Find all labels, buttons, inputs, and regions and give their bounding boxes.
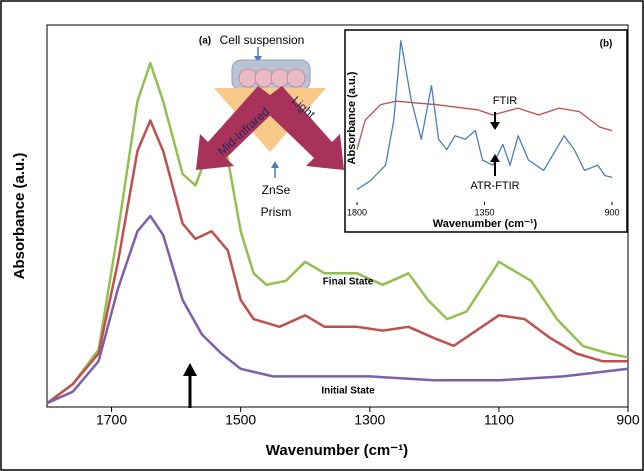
- y-axis-title: Absorbance (a.u.): [346, 71, 358, 164]
- annotation: Prism: [261, 205, 292, 219]
- annotation: ZnSe: [262, 183, 291, 197]
- cell: [286, 68, 306, 88]
- x-tick-label: 900: [616, 412, 640, 428]
- arrow-head: [271, 161, 279, 168]
- x-tick-label: 1100: [484, 412, 514, 428]
- cell: [254, 68, 274, 88]
- series-label: FTIR: [493, 95, 517, 107]
- x-tick-label: 1350: [474, 207, 494, 217]
- series-label: Final State: [323, 277, 374, 288]
- x-tick-label: 1300: [354, 412, 385, 428]
- x-tick-label: 1500: [225, 412, 256, 428]
- cell: [238, 68, 258, 88]
- x-tick-label: 1700: [96, 412, 127, 428]
- series-line: [356, 100, 613, 150]
- series-line: [46, 214, 629, 405]
- main-chart: 1700 1500 1300 1100 900 Wavenumber (cm⁻¹) Abso…: [11, 24, 640, 459]
- series-line: [46, 119, 628, 405]
- y-axis-title: Absorbance (a.u.): [11, 153, 28, 280]
- series-line: [356, 40, 613, 190]
- arrow-head: [490, 122, 500, 130]
- cell: [270, 68, 290, 88]
- arrow-head: [490, 154, 500, 162]
- light-beam: [258, 86, 344, 170]
- light-beam: [196, 86, 282, 170]
- x-axis-title: Wavenumber (cm⁻¹): [433, 218, 538, 230]
- inset-chart: 1800 1350 900 Wavenumber (cm⁻¹) Absorbance (…: [344, 29, 628, 233]
- arrow-head: [183, 363, 197, 376]
- plot-frame: [46, 24, 629, 408]
- x-tick-label: 1800: [347, 207, 367, 217]
- annotation: (a): [199, 36, 211, 47]
- x-tick-label: 900: [604, 207, 619, 217]
- panel-label: (b): [600, 39, 613, 50]
- series-line: [46, 61, 629, 405]
- series-label: Initial State: [321, 386, 375, 397]
- series-label: ATR-FTIR: [470, 180, 519, 192]
- inset-frame: [344, 29, 628, 233]
- arrows: [183, 363, 197, 408]
- x-axis-title: Wavenumber (cm⁻¹): [266, 442, 408, 459]
- annotation: Cell suspension: [220, 33, 305, 47]
